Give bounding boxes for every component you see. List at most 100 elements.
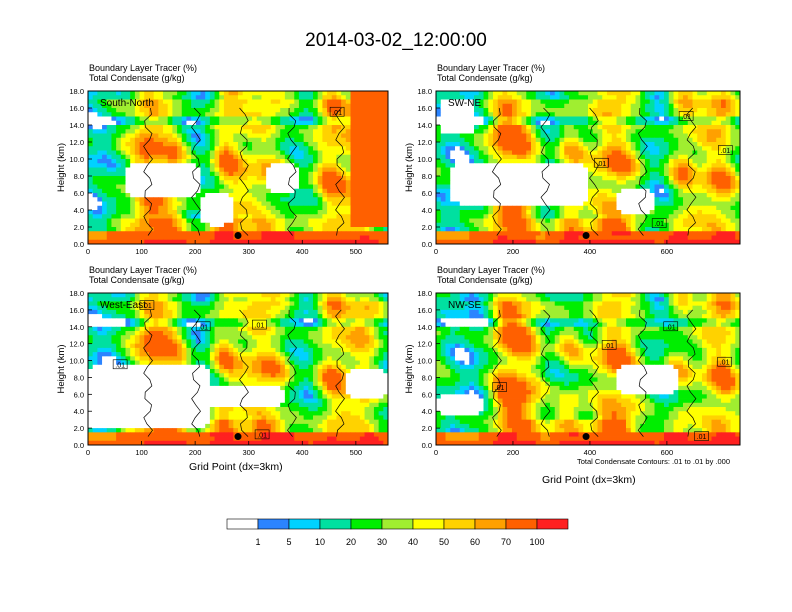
heatmap-cell <box>607 188 613 194</box>
heatmap-cell <box>687 91 693 96</box>
heatmap-cell <box>280 154 286 160</box>
heatmap-cell <box>345 108 351 113</box>
heatmap-cell <box>373 95 380 100</box>
heatmap-cell <box>130 210 136 215</box>
heatmap-cell <box>440 120 446 126</box>
heatmap-cell <box>345 167 351 173</box>
heatmap-cell <box>521 176 527 181</box>
heatmap-cell <box>507 197 513 202</box>
heatmap-cell <box>573 218 579 224</box>
heatmap-cell <box>578 176 584 181</box>
heatmap-cell <box>214 150 220 156</box>
heatmap-cell <box>735 142 741 147</box>
heatmap-cell <box>139 176 145 181</box>
heatmap-cell <box>280 205 286 211</box>
heatmap-cell <box>630 154 636 160</box>
heatmap-cell <box>88 180 94 185</box>
heatmap-cell <box>153 197 159 202</box>
heatmap-cell <box>735 167 741 173</box>
heatmap-cell <box>678 142 684 147</box>
heatmap-cell <box>350 180 356 185</box>
heatmap-cell <box>516 180 522 185</box>
heatmap-cell <box>359 235 365 241</box>
heatmap-cell <box>186 120 192 126</box>
contour-line <box>287 107 297 236</box>
heatmap-cell <box>284 301 290 307</box>
heatmap-cell <box>664 91 670 96</box>
heatmap-cell <box>298 201 305 207</box>
contour-line <box>540 107 551 236</box>
heatmap-cell <box>559 235 565 241</box>
heatmap-cell <box>493 99 499 105</box>
heatmap-cell <box>616 176 622 181</box>
heatmap-cell <box>559 167 565 173</box>
heatmap-cell <box>378 201 384 207</box>
heatmap-cell <box>526 142 532 147</box>
heatmap-cell <box>611 99 617 105</box>
heatmap-cell <box>554 239 560 245</box>
heatmap-cell <box>702 227 708 232</box>
heatmap-cell <box>645 146 651 151</box>
heatmap-cell <box>223 171 230 177</box>
heatmap-cell <box>440 201 446 207</box>
heatmap-cell <box>341 120 347 126</box>
heatmap-cell <box>464 201 470 207</box>
heatmap-cell <box>578 95 584 100</box>
heatmap-cell <box>507 235 513 241</box>
heatmap-cell <box>559 214 565 219</box>
heatmap-cell <box>497 133 503 139</box>
heatmap-cell <box>289 167 295 173</box>
heatmap-cell <box>702 125 708 130</box>
heatmap-cell <box>673 159 679 164</box>
heatmap-cell <box>317 184 323 190</box>
heatmap-cell <box>469 214 475 219</box>
heatmap-cell <box>298 116 305 122</box>
heatmap-cell <box>116 163 122 168</box>
heatmap-cell <box>209 112 215 117</box>
heatmap-cell <box>687 218 693 224</box>
heatmap-cell <box>569 205 575 211</box>
heatmap-cell <box>502 231 508 236</box>
heatmap-cell <box>172 305 178 311</box>
heatmap-cell <box>233 154 239 160</box>
heatmap-cell <box>355 137 361 143</box>
heatmap-cell <box>683 235 689 241</box>
heatmap-cell <box>630 180 636 185</box>
heatmap-cell <box>445 142 451 147</box>
heatmap-cell <box>592 108 598 113</box>
heatmap-cell <box>313 214 319 219</box>
heatmap-cell <box>214 205 220 211</box>
heatmap-cell <box>177 112 183 117</box>
heatmap-cell <box>373 180 380 185</box>
heatmap-cell <box>120 235 126 241</box>
heatmap-cell <box>294 222 300 228</box>
heatmap-cell <box>659 167 665 173</box>
heatmap-cell <box>261 301 267 307</box>
heatmap-cell <box>247 95 253 100</box>
heatmap-cell <box>186 116 192 122</box>
heatmap-cell <box>327 301 333 307</box>
heatmap-cell <box>626 163 632 168</box>
heatmap-cell <box>735 171 741 177</box>
heatmap-cell <box>436 142 442 147</box>
heatmap-cell <box>564 218 570 224</box>
heatmap-cell <box>378 159 384 164</box>
heatmap-cell <box>678 116 684 122</box>
heatmap-cell <box>611 112 617 117</box>
heatmap-cell <box>516 205 522 211</box>
heatmap-cell <box>706 218 712 224</box>
heatmap-cell <box>200 99 206 105</box>
heatmap-cell <box>345 129 351 134</box>
heatmap-cell <box>474 163 480 168</box>
heatmap-cell <box>378 163 384 168</box>
heatmap-cell <box>177 201 183 207</box>
heatmap-cell <box>355 218 361 224</box>
heatmap-cell <box>134 103 140 109</box>
heatmap-cell <box>266 171 272 177</box>
heatmap-cell <box>280 91 286 96</box>
heatmap-cell <box>359 293 365 298</box>
heatmap-cell <box>369 227 375 232</box>
heatmap-cell <box>280 214 286 219</box>
heatmap-cell <box>134 309 140 315</box>
heatmap-cell <box>130 235 136 241</box>
